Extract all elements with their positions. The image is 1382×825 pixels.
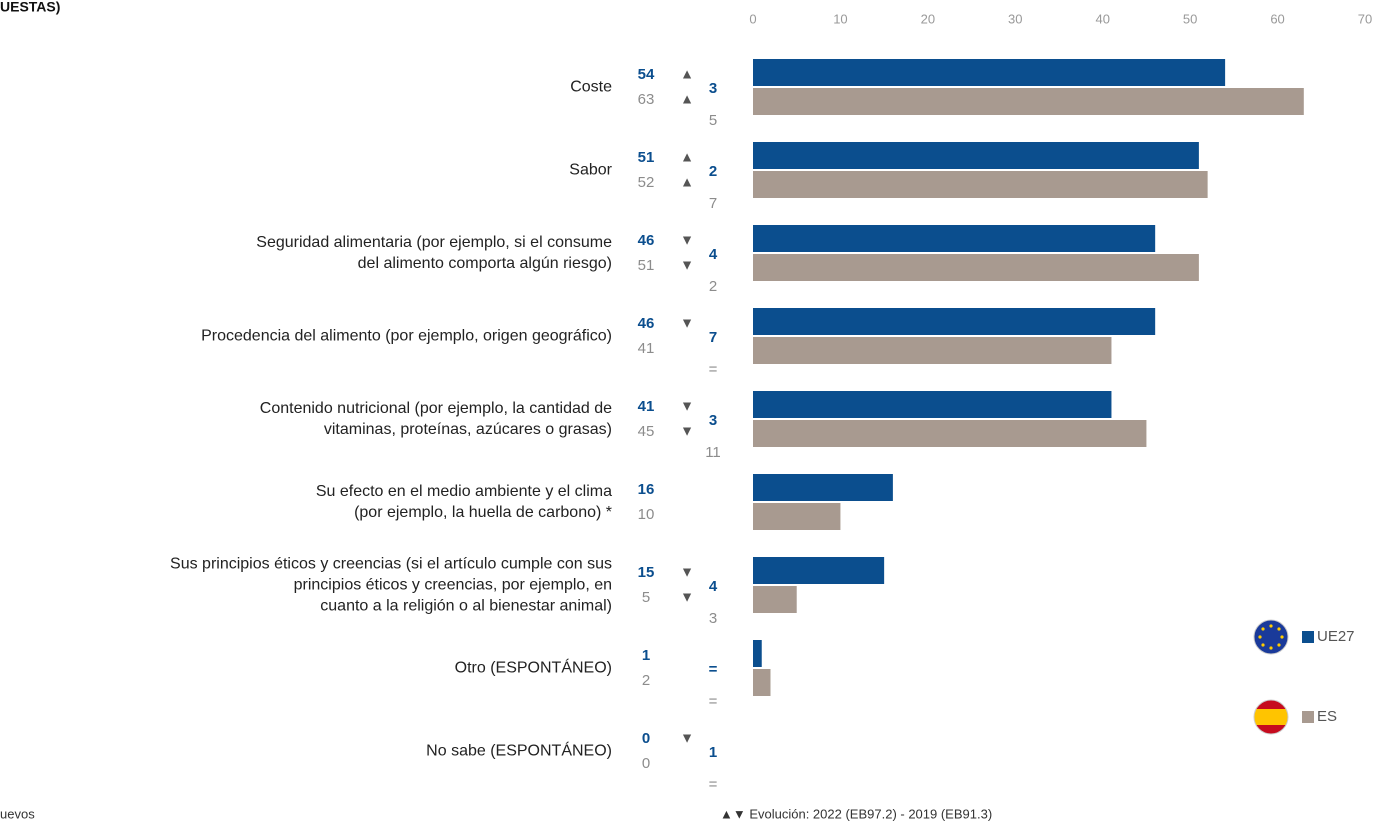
x-tick-label: 70 — [1358, 11, 1372, 26]
bar — [753, 171, 1208, 198]
category-label: Contenido nutricional (por ejemplo, la c… — [259, 400, 612, 438]
category-label: No sabe (ESPONTÁNEO) — [426, 742, 612, 760]
trend-arrow: ▼ — [680, 589, 694, 605]
change-label: 3 — [709, 412, 717, 429]
trend-arrow: ▲ — [680, 149, 694, 165]
x-tick-label: 40 — [1095, 11, 1109, 26]
trend-arrow: ▼ — [680, 564, 694, 580]
bar — [753, 669, 771, 696]
bar — [753, 254, 1199, 281]
value-label: 16 — [638, 481, 655, 498]
category-label: Sus principios éticos y creencias (si el… — [170, 555, 612, 615]
value-label: 51 — [638, 149, 655, 166]
category-label: Sabor — [569, 161, 612, 179]
value-label: 52 — [638, 174, 655, 191]
change-label: = — [709, 661, 718, 678]
bar — [753, 88, 1304, 115]
change-label: 4 — [709, 246, 718, 263]
value-label: 0 — [642, 755, 650, 772]
change-label: = — [709, 776, 718, 793]
source: uevos — [0, 806, 35, 821]
value-label: 5 — [642, 589, 650, 606]
change-label: 2 — [709, 163, 717, 180]
category-label: Coste — [570, 78, 612, 96]
change-label: 11 — [705, 444, 721, 461]
category-label: Su efecto en el medio ambiente y el clim… — [315, 483, 612, 521]
legend-swatch — [1302, 711, 1314, 723]
value-label: 10 — [638, 506, 655, 523]
value-label: 2 — [642, 672, 650, 689]
value-label: 15 — [638, 564, 655, 581]
trend-arrow: ▼ — [680, 315, 694, 331]
bar — [753, 557, 885, 584]
eu-flag — [1253, 619, 1289, 655]
value-label: 0 — [642, 730, 650, 747]
trend-arrow: ▼ — [680, 730, 694, 746]
value-label: 54 — [638, 66, 655, 83]
legend-label: UE27 — [1317, 628, 1355, 645]
trend-arrow: ▼ — [680, 232, 694, 248]
trend-arrow: ▲ — [680, 66, 694, 82]
change-label: 5 — [709, 112, 717, 129]
value-label: 46 — [638, 315, 655, 332]
value-label: 41 — [638, 340, 655, 357]
value-label: 1 — [642, 647, 650, 664]
change-label: = — [709, 693, 718, 710]
x-tick-label: 30 — [1008, 11, 1022, 26]
category-label: Otro (ESPONTÁNEO) — [454, 659, 612, 677]
bar — [753, 503, 841, 530]
trend-arrow: ▼ — [680, 398, 694, 414]
category-label: Seguridad alimentaria (por ejemplo, si e… — [256, 234, 612, 272]
bar — [753, 391, 1112, 418]
value-label: 41 — [638, 398, 655, 415]
trend-arrow: ▲ — [680, 174, 694, 190]
value-label: 63 — [638, 91, 655, 108]
trend-arrow: ▼ — [680, 423, 694, 439]
bar — [753, 640, 762, 667]
x-tick-label: 50 — [1183, 11, 1197, 26]
change-label: 1 — [709, 744, 717, 761]
footnote: ▲▼ Evolución: 2022 (EB97.2) - 2019 (EB91… — [720, 806, 992, 821]
chart-title: UESTAS) — [0, 0, 60, 15]
x-tick-label: 60 — [1270, 11, 1284, 26]
change-label: 7 — [709, 195, 717, 212]
change-label: 3 — [709, 610, 717, 627]
value-label: 51 — [638, 257, 655, 274]
legend-label: ES — [1317, 708, 1337, 725]
bar — [753, 420, 1147, 447]
trend-arrow: ▲ — [680, 91, 694, 107]
bar — [753, 337, 1112, 364]
bar — [753, 59, 1226, 86]
value-label: 45 — [638, 423, 655, 440]
value-label: 46 — [638, 232, 655, 249]
change-label: 2 — [709, 278, 717, 295]
x-tick-label: 20 — [921, 11, 935, 26]
legend-swatch — [1302, 631, 1314, 643]
category-label: Procedencia del alimento (por ejemplo, o… — [201, 327, 612, 345]
bar — [753, 225, 1156, 252]
change-label: = — [709, 361, 718, 378]
change-label: 4 — [709, 578, 718, 595]
es-flag — [1253, 699, 1289, 735]
change-label: 7 — [709, 329, 717, 346]
bar — [753, 142, 1199, 169]
x-tick-label: 0 — [749, 11, 756, 26]
trend-arrow: ▼ — [680, 257, 694, 273]
change-label: 3 — [709, 80, 717, 97]
bar — [753, 308, 1156, 335]
x-tick-label: 10 — [833, 11, 847, 26]
bar — [753, 474, 893, 501]
bar — [753, 586, 797, 613]
